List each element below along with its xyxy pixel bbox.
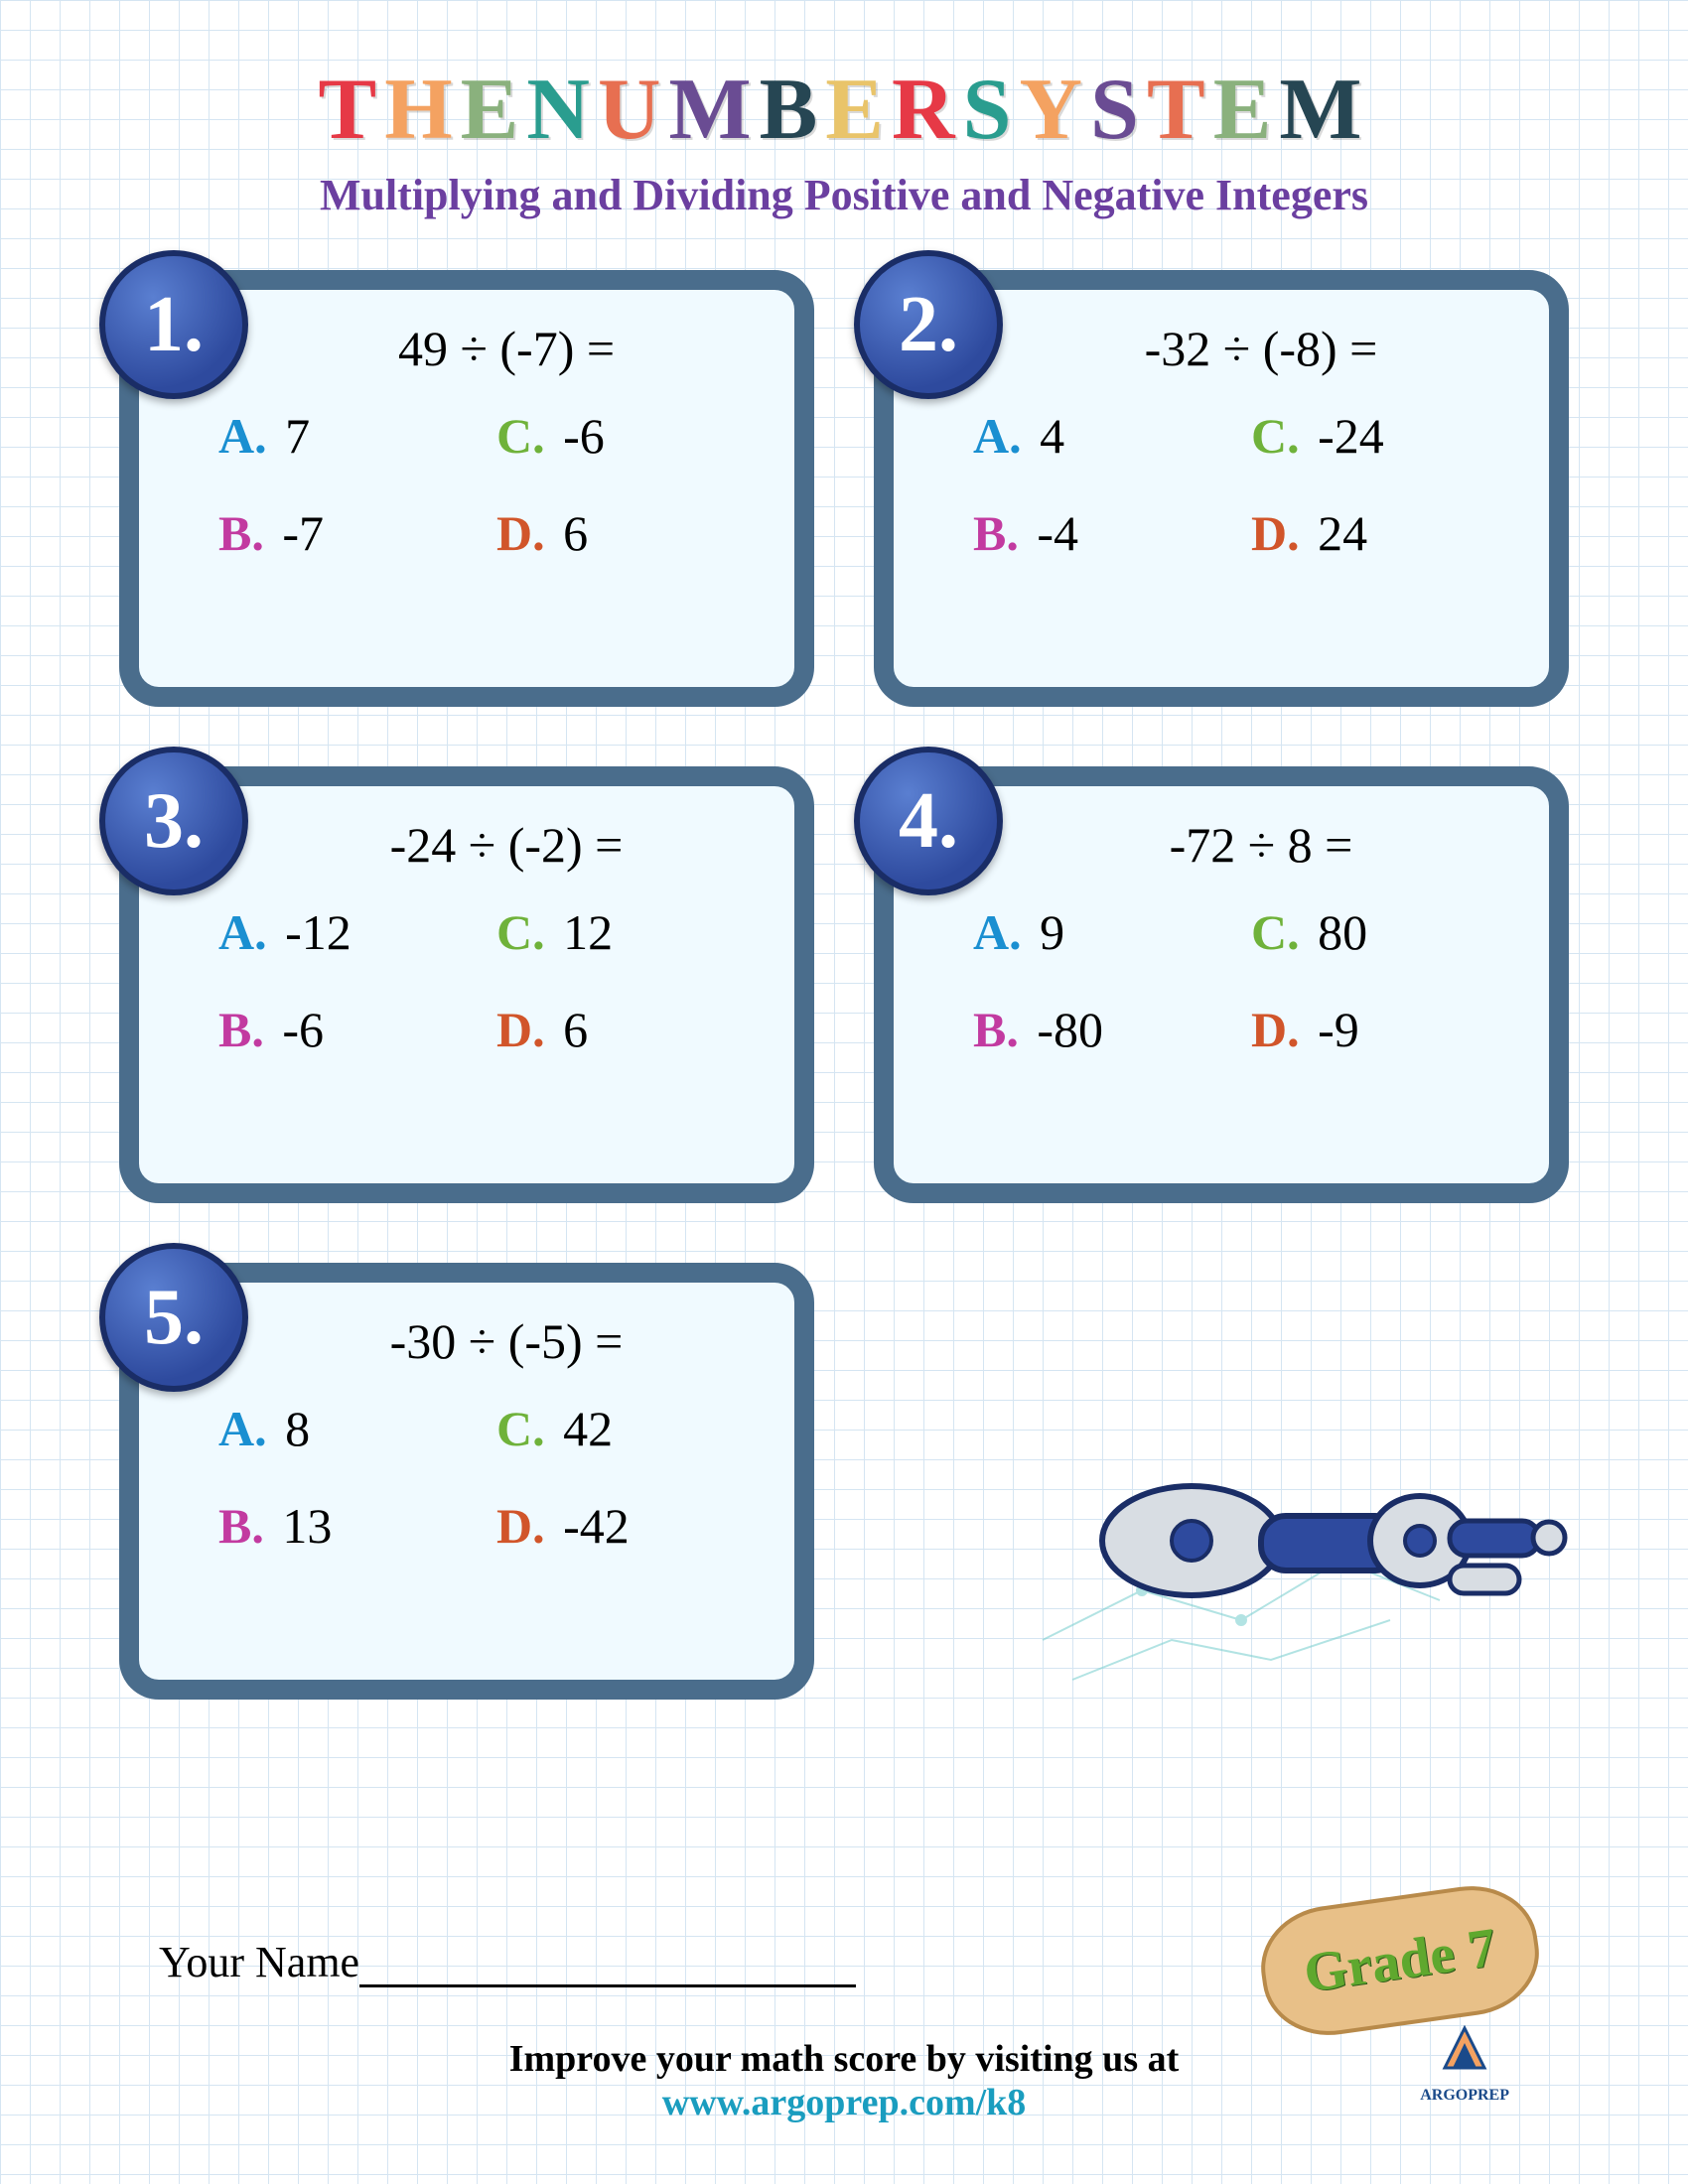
choice-a[interactable]: A. 4 xyxy=(973,407,1231,465)
brand-logo: ARGOPREP xyxy=(1420,2023,1509,2105)
choice-c[interactable]: C. 42 xyxy=(496,1400,755,1457)
question-card: 1.49 ÷ (-7) =A. 7C. -6B. -7D. 6 xyxy=(119,270,814,707)
name-label: Your Name xyxy=(159,1938,359,1986)
logo-icon xyxy=(1435,2023,1494,2083)
choice-c[interactable]: C. -6 xyxy=(496,407,755,465)
choice-a[interactable]: A. 9 xyxy=(973,903,1231,961)
choice-d[interactable]: D. -9 xyxy=(1251,1001,1509,1058)
question-number-badge: 5. xyxy=(99,1243,248,1392)
page-title: THE NUMBER SYSTEM xyxy=(119,60,1569,160)
page-subtitle: Multiplying and Dividing Positive and Ne… xyxy=(119,170,1569,220)
question-number-badge: 1. xyxy=(99,250,248,399)
question-card: 2.-32 ÷ (-8) =A. 4C. -24B. -4D. 24 xyxy=(874,270,1569,707)
questions-grid: 1.49 ÷ (-7) =A. 7C. -6B. -7D. 62.-32 ÷ (… xyxy=(119,270,1569,1700)
choice-a[interactable]: A. 8 xyxy=(218,1400,477,1457)
choice-c[interactable]: C. 80 xyxy=(1251,903,1509,961)
question-text: -30 ÷ (-5) = xyxy=(199,1312,755,1370)
question-card: 3.-24 ÷ (-2) =A. -12C. 12B. -6D. 6 xyxy=(119,766,814,1203)
choice-d[interactable]: D. 24 xyxy=(1251,504,1509,562)
choice-b[interactable]: B. 13 xyxy=(218,1497,477,1555)
choices: A. -12 C. 12 B. -6 D. 6 xyxy=(199,903,755,1058)
question-card: 4.-72 ÷ 8 =A. 9C. 80B. -80D. -9 xyxy=(874,766,1569,1203)
question-card: 5.-30 ÷ (-5) =A. 8C. 42B. 13D. -42 xyxy=(119,1263,814,1700)
choices: A. 9 C. 80 B. -80 D. -9 xyxy=(953,903,1509,1058)
question-number-badge: 3. xyxy=(99,747,248,895)
grade-badge: Grade 7 xyxy=(1253,1877,1546,2044)
choice-c[interactable]: C. -24 xyxy=(1251,407,1509,465)
choice-d[interactable]: D. 6 xyxy=(496,1001,755,1058)
question-text: -24 ÷ (-2) = xyxy=(199,816,755,874)
question-text: -72 ÷ 8 = xyxy=(953,816,1509,874)
footer: Your Name Improve your math score by vis… xyxy=(119,1937,1569,2124)
robot-arm-icon xyxy=(993,1342,1609,1719)
question-number-badge: 4. xyxy=(854,747,1003,895)
robot-illustration xyxy=(874,1263,1569,1700)
choice-b[interactable]: B. -80 xyxy=(973,1001,1231,1058)
question-number-badge: 2. xyxy=(854,250,1003,399)
choices: A. 7 C. -6 B. -7 D. 6 xyxy=(199,407,755,562)
improve-text: Improve your math score by visiting us a… xyxy=(119,2037,1569,2081)
choice-c[interactable]: C. 12 xyxy=(496,903,755,961)
choices: A. 8 C. 42 B. 13 D. -42 xyxy=(199,1400,755,1555)
choice-a[interactable]: A. -12 xyxy=(218,903,477,961)
choice-d[interactable]: D. -42 xyxy=(496,1497,755,1555)
choice-b[interactable]: B. -7 xyxy=(218,504,477,562)
choice-b[interactable]: B. -6 xyxy=(218,1001,477,1058)
choice-b[interactable]: B. -4 xyxy=(973,504,1231,562)
question-text: 49 ÷ (-7) = xyxy=(199,320,755,377)
choice-d[interactable]: D. 6 xyxy=(496,504,755,562)
logo-text: ARGOPREP xyxy=(1420,2087,1509,2104)
choices: A. 4 C. -24 B. -4 D. 24 xyxy=(953,407,1509,562)
question-text: -32 ÷ (-8) = xyxy=(953,320,1509,377)
choice-a[interactable]: A. 7 xyxy=(218,407,477,465)
url-text[interactable]: www.argoprep.com/k8 xyxy=(119,2081,1569,2124)
